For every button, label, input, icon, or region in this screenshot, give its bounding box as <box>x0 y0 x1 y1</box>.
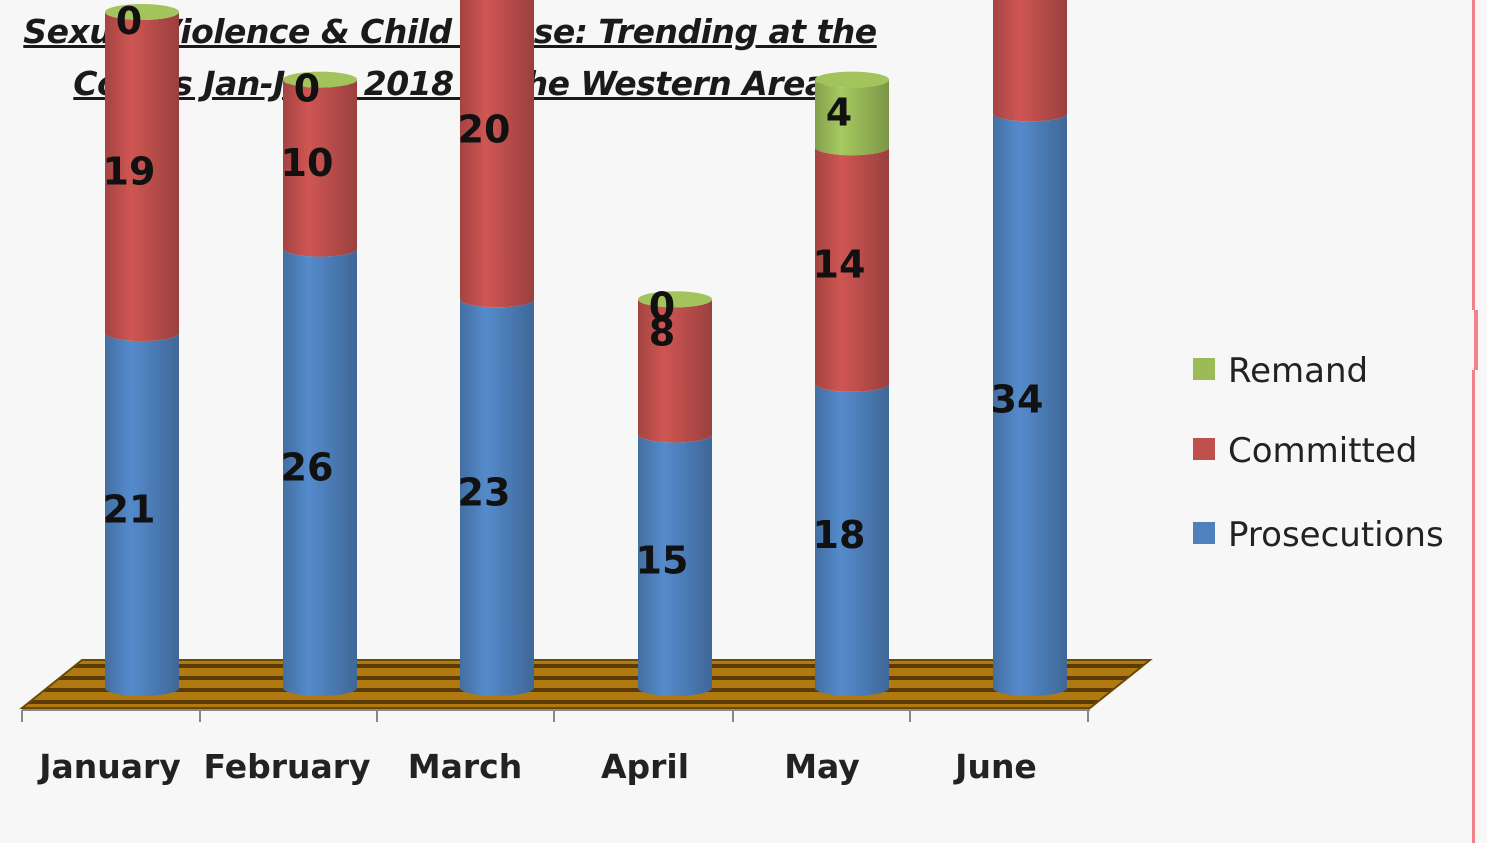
x-tick-label-june: June <box>953 747 1037 786</box>
bar-cap-april <box>638 291 712 308</box>
legend-swatch-committed <box>1193 438 1215 460</box>
legend-swatch-prosecutions <box>1193 522 1215 544</box>
right-edge-line <box>1474 310 1478 370</box>
right-edge-line <box>1472 0 1475 310</box>
bar-cap-january <box>105 4 179 20</box>
data-label-remand-january: 0 <box>116 0 142 43</box>
bar-segment-committed-march <box>460 0 534 308</box>
bar-segment-prosecutions-april <box>638 434 712 696</box>
data-label-committed-march: 20 <box>458 107 511 151</box>
bar-segment-committed-june <box>993 0 1067 122</box>
x-tick-label-april: April <box>601 747 689 786</box>
bar-segment-committed-january <box>105 12 179 342</box>
legend-label-prosecutions: Prosecutions <box>1228 515 1444 555</box>
legend-swatch-remand <box>1193 358 1215 380</box>
data-label-remand-april: 0 <box>649 284 675 328</box>
data-label-prosecutions-march: 23 <box>458 471 511 515</box>
bar-segment-remand-may <box>815 79 889 156</box>
bar-cap-february <box>283 71 357 88</box>
data-label-committed-february: 10 <box>281 141 334 185</box>
chart-title-line-2: Courts Jan-June 2018 in the Western Area <box>73 64 827 103</box>
bar-segment-prosecutions-june <box>993 113 1067 696</box>
x-tick-label-march: March <box>408 747 522 786</box>
x-tick-label-may: May <box>784 747 860 786</box>
data-label-committed-may: 14 <box>813 243 866 287</box>
right-edge-line <box>1472 370 1475 843</box>
bar-segment-committed-may <box>815 147 889 392</box>
data-label-committed-april: 8 <box>649 310 675 354</box>
bar-segment-prosecutions-february <box>283 248 357 696</box>
data-label-prosecutions-june: 34 <box>991 378 1044 422</box>
data-label-remand-february: 0 <box>294 67 320 111</box>
bar-segment-prosecutions-may <box>815 383 889 696</box>
data-label-prosecutions-january: 21 <box>103 488 156 532</box>
x-tick-label-february: February <box>203 747 370 786</box>
data-label-prosecutions-february: 26 <box>281 445 334 489</box>
data-label-committed-january: 19 <box>103 150 156 194</box>
bar-segment-prosecutions-january <box>105 333 179 696</box>
bar-segment-committed-february <box>283 79 357 257</box>
chart-floor <box>19 659 1153 709</box>
data-label-remand-may: 4 <box>826 90 852 134</box>
bar-segment-committed-april <box>638 299 712 443</box>
legend-label-committed: Committed <box>1228 431 1417 471</box>
data-label-prosecutions-may: 18 <box>813 513 866 557</box>
bar-segment-prosecutions-march <box>460 299 534 696</box>
data-label-prosecutions-april: 15 <box>636 538 689 582</box>
legend-label-remand: Remand <box>1228 351 1368 391</box>
bar-cap-may <box>815 71 889 88</box>
x-tick-label-january: January <box>37 747 181 786</box>
